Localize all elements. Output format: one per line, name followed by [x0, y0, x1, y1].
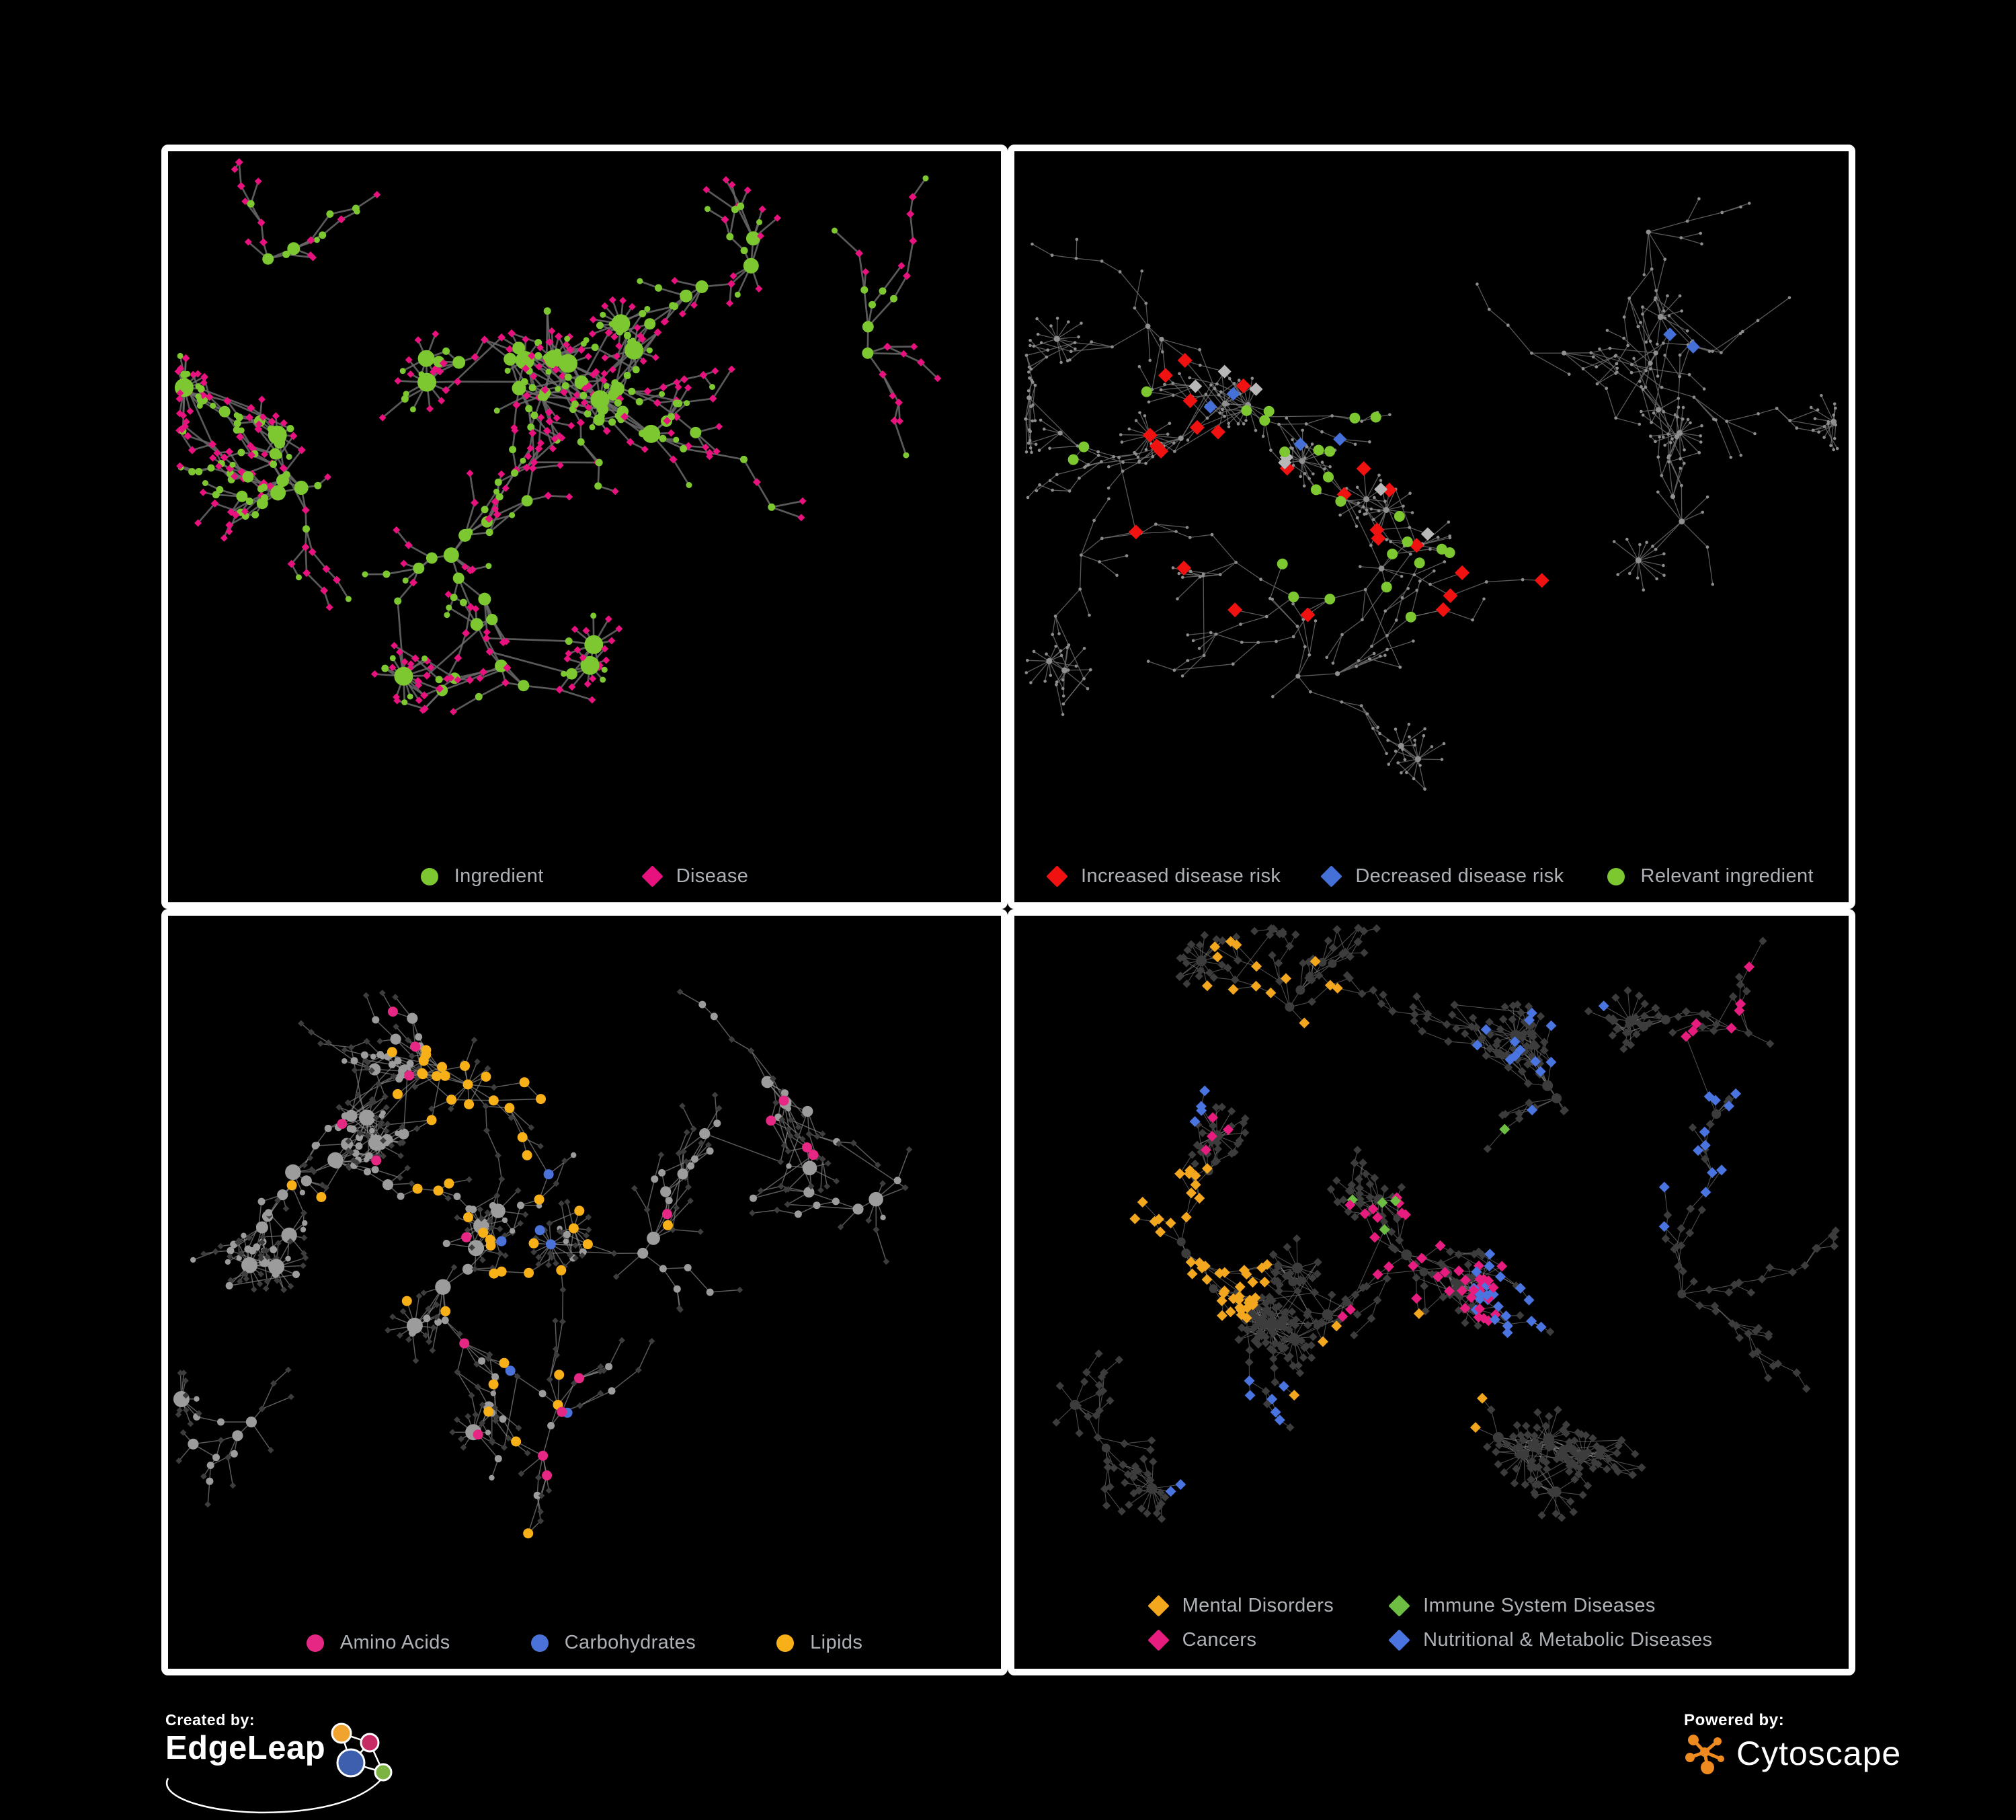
- panel-disease-classes: Mental Disorders Immune System Diseases …: [1008, 909, 1855, 1675]
- ingredient-circle-icon: [420, 867, 438, 885]
- panel-disease-risk: Increased disease risk Decreased disease…: [1008, 145, 1855, 909]
- decreased-risk-diamond-icon: [1320, 865, 1343, 887]
- legend-nutrient-classes: Amino Acids Carbohydrates Lipids: [168, 1632, 1001, 1654]
- cytoscape-logo-icon: [1685, 1735, 1724, 1774]
- legend-item-mental-disorders: Mental Disorders: [1147, 1595, 1334, 1617]
- legend-item-amino-acids: Amino Acids: [306, 1632, 450, 1654]
- legend-label: Disease: [676, 865, 749, 887]
- nutritional-metabolic-diamond-icon: [1388, 1629, 1410, 1651]
- network-graph-ingredient-disease: [174, 158, 942, 715]
- legend-label: Nutritional & Metabolic Diseases: [1423, 1629, 1713, 1651]
- legend-label: Amino Acids: [339, 1632, 450, 1653]
- lipids-circle-icon: [776, 1634, 795, 1652]
- legend-item-disease: Disease: [641, 865, 749, 887]
- panel-nutrient-classes: Amino Acids Carbohydrates Lipids: [161, 909, 1008, 1675]
- legend-ingredient-disease: Ingredient Disease: [168, 865, 1001, 887]
- panel-ingredient-disease: Ingredient Disease: [161, 145, 1008, 909]
- cytoscape-wordmark: Cytoscape: [1736, 1735, 1902, 1772]
- legend-item-carbohydrates: Carbohydrates: [530, 1632, 696, 1654]
- legend-label: Immune System Diseases: [1423, 1595, 1656, 1616]
- network-graph-disease-risk: [1024, 197, 1839, 791]
- legend-item-lipids: Lipids: [776, 1632, 862, 1654]
- legend-label: Carbohydrates: [564, 1632, 696, 1653]
- immune-diseases-diamond-icon: [1388, 1595, 1410, 1617]
- legend-disease-risk: Increased disease risk Decreased disease…: [1014, 865, 1849, 887]
- legend-item-immune-system-diseases: Immune System Diseases: [1388, 1595, 1712, 1617]
- legend-disease-classes: Mental Disorders Immune System Diseases …: [1014, 1595, 1849, 1651]
- legend-item-decreased-risk: Decreased disease risk: [1320, 865, 1564, 887]
- legend-item-increased-risk: Increased disease risk: [1046, 865, 1281, 887]
- powered-by-label: Powered by:: [1684, 1711, 1785, 1729]
- legend-label: Decreased disease risk: [1355, 865, 1564, 887]
- legend-label: Mental Disorders: [1182, 1595, 1334, 1616]
- edgeleap-wordmark: EdgeLeap: [165, 1730, 326, 1766]
- amino-acids-circle-icon: [306, 1634, 324, 1652]
- increased-risk-diamond-icon: [1046, 865, 1068, 887]
- legend-label: Ingredient: [454, 865, 544, 887]
- edgeleap-logo-icon: [331, 1723, 393, 1782]
- cytoscape-credit: Powered by: Cytosc: [1684, 1711, 1901, 1776]
- cancers-diamond-icon: [1147, 1629, 1170, 1651]
- disease-diamond-icon: [641, 865, 663, 887]
- legend-item-nutritional-metabolic-diseases: Nutritional & Metabolic Diseases: [1388, 1629, 1713, 1651]
- network-graph-disease-classes: [1052, 924, 1840, 1524]
- legend-item-cancers: Cancers: [1147, 1629, 1334, 1651]
- mental-disorders-diamond-icon: [1147, 1595, 1170, 1617]
- legend-label: Relevant ingredient: [1640, 865, 1814, 887]
- relevant-ingredient-circle-icon: [1607, 867, 1625, 885]
- legend-label: Cancers: [1182, 1629, 1257, 1651]
- carbohydrates-circle-icon: [530, 1634, 549, 1652]
- legend-label: Lipids: [810, 1632, 863, 1653]
- legend-item-ingredient: Ingredient: [420, 865, 544, 887]
- network-graph-nutrient-classes: [173, 988, 913, 1539]
- created-by-label: Created by:: [165, 1711, 255, 1729]
- edgeleap-credit: Created by: EdgeLeap: [165, 1711, 454, 1819]
- legend-item-relevant-ingredient: Relevant ingredient: [1607, 865, 1814, 887]
- legend-label: Increased disease risk: [1080, 865, 1281, 887]
